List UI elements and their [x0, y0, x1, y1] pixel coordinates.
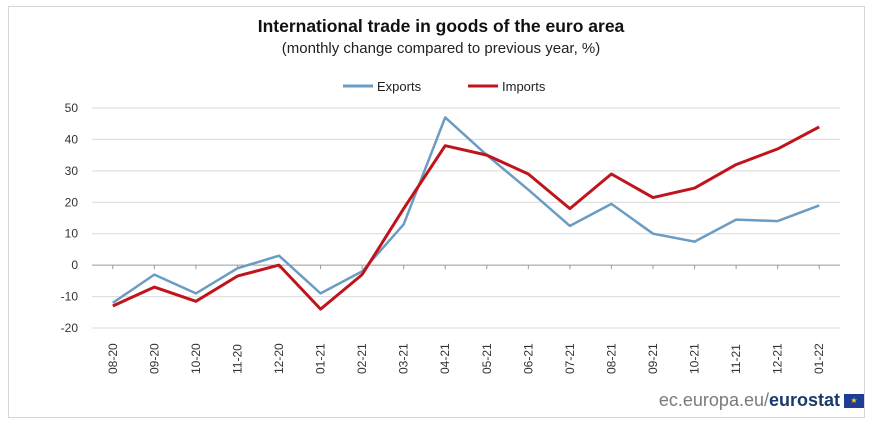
x-tick-label: 09-20 [147, 343, 161, 374]
series-line-imports [112, 125, 820, 311]
x-tick-label: 06-21 [521, 343, 535, 374]
x-tick-label: 05-21 [480, 343, 494, 374]
source-footer: ec.europa.eu/eurostat ★ [659, 390, 864, 411]
x-tick-label: 08-20 [106, 343, 120, 374]
x-tick-label: 12-20 [272, 343, 286, 374]
chart-frame [8, 6, 865, 418]
x-tick-label: 07-21 [563, 343, 577, 374]
eurostat-brand: eurostat [768, 390, 840, 410]
y-tick-label: 50 [65, 101, 79, 115]
series-line-exports [112, 116, 820, 304]
y-axis: 50 40 30 20 10 0 -10 -20 [61, 101, 79, 335]
x-tick-label: 11-21 [729, 344, 743, 374]
x-axis: 08-20 09-20 10-20 11-20 12-20 01-21 02-21 03-21… [106, 265, 826, 374]
y-tick-label: -20 [61, 321, 79, 335]
chart-title: International trade in goods of the euro… [257, 16, 625, 36]
x-tick-label: 10-20 [189, 343, 203, 374]
y-tick-label: 30 [65, 164, 79, 178]
legend-label-imports: Imports [502, 79, 546, 94]
x-tick-label: 10-21 [688, 343, 702, 374]
x-tick-label: 11-20 [230, 344, 244, 374]
source-site: ec.europa.eu/ [658, 390, 769, 410]
chart-subtitle: (monthly change compared to previous yea… [281, 40, 601, 57]
x-tick-label: 08-21 [604, 343, 618, 374]
y-tick-label: 10 [65, 227, 79, 241]
y-tick-label: -10 [61, 290, 79, 304]
y-tick-label: 40 [65, 132, 79, 146]
y-tick-label: 0 [71, 258, 78, 272]
series-lines [112, 116, 820, 311]
x-tick-label: 09-21 [646, 343, 660, 374]
x-tick-label: 01-22 [812, 343, 826, 374]
x-tick-label: 01-21 [314, 343, 328, 374]
eu-flag-icon: ★ [844, 393, 864, 408]
legend-label-exports: Exports [377, 79, 422, 94]
x-tick-label: 04-21 [438, 343, 452, 374]
x-tick-label: 12-21 [771, 343, 785, 374]
x-tick-label: 03-21 [397, 343, 411, 374]
x-tick-label: 02-21 [355, 343, 369, 374]
legend: Exports Imports [343, 79, 546, 94]
y-tick-label: 20 [65, 195, 79, 209]
gridlines [92, 107, 840, 329]
